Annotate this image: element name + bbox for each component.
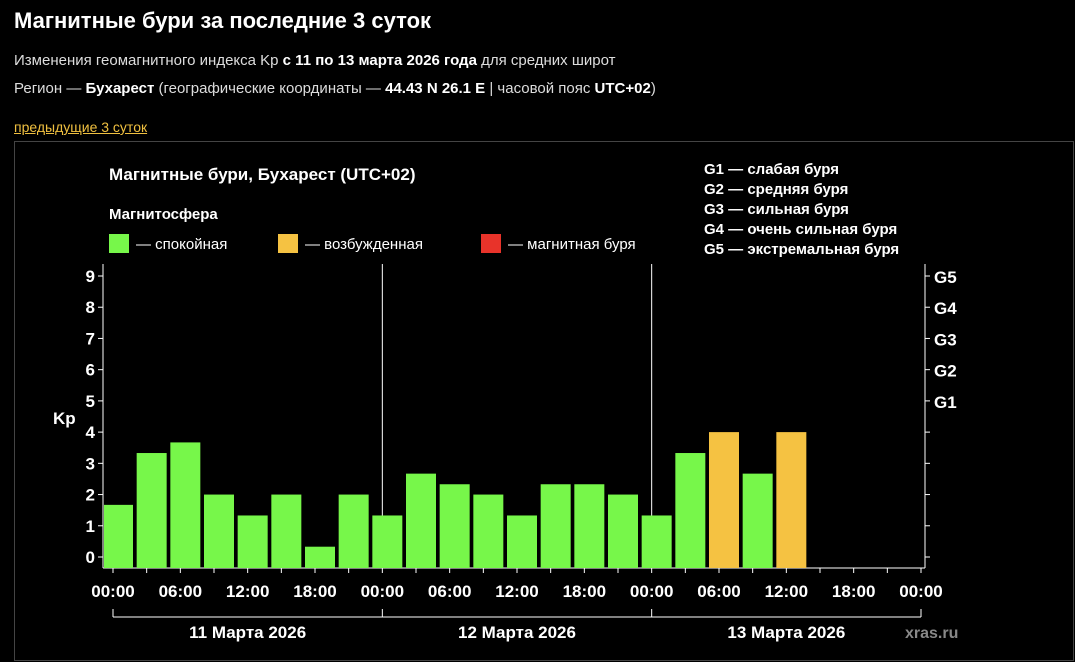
- y-tick-label: 2: [86, 486, 95, 505]
- x-tick-label: 12:00: [765, 582, 808, 601]
- kp-bar: [406, 473, 436, 568]
- kp-bar: [104, 504, 133, 568]
- y-tick-label: 6: [86, 361, 95, 380]
- kp-bar: [675, 453, 706, 568]
- x-tick-label: 18:00: [832, 582, 875, 601]
- x-tick-label: 06:00: [428, 582, 471, 601]
- kp-bar: [742, 473, 773, 568]
- chart-frame: [14, 141, 1074, 661]
- legend-label: — спокойная: [136, 236, 227, 253]
- legend-title: Магнитосфера: [109, 206, 218, 223]
- y-tick-label: 0: [86, 548, 95, 567]
- y-tick-label: 4: [86, 423, 96, 442]
- kp-bar: [507, 515, 537, 568]
- kp-bar: [372, 515, 403, 568]
- kp-bar: [305, 546, 335, 568]
- y-tick-label: 9: [86, 267, 95, 286]
- x-tick-label: 06:00: [159, 582, 202, 601]
- x-tick-label: 06:00: [697, 582, 740, 601]
- y-tick-label: 1: [86, 517, 95, 536]
- storm-level-label: G2: [934, 362, 957, 381]
- storm-level-label: G5: [934, 268, 957, 287]
- day-label: 12 Марта 2026: [458, 623, 576, 642]
- legend-swatch: [481, 234, 501, 253]
- x-tick-label: 00:00: [361, 582, 404, 601]
- y-tick-label: 8: [86, 298, 95, 317]
- coordinates: 44.43 N 26.1 E: [385, 80, 486, 97]
- timezone: UTC+02: [594, 80, 651, 97]
- subtitle-text: для средних широт: [476, 52, 616, 69]
- y-tick-label: 7: [86, 329, 95, 348]
- date-range: с 11 по 13 марта 2026 года: [282, 52, 477, 69]
- y-tick-label: 3: [86, 454, 95, 473]
- chart-title: Магнитные бури, Бухарест (UTC+02): [109, 165, 415, 184]
- kp-bar: [641, 515, 672, 568]
- legend-label: — магнитная буря: [508, 236, 636, 253]
- storm-legend-item: G4 — очень сильная буря: [704, 221, 897, 238]
- x-tick-label: 00:00: [91, 582, 134, 601]
- page-title: Магнитные бури за последние 3 суток: [14, 8, 432, 33]
- kp-bar: [204, 494, 234, 568]
- x-tick-label: 00:00: [630, 582, 673, 601]
- storm-level-label: G3: [934, 330, 957, 349]
- legend-label: — возбужденная: [305, 236, 423, 253]
- region-line: Регион — Бухарест (географические коорди…: [14, 80, 656, 97]
- kp-bar: [574, 484, 605, 568]
- x-tick-label: 18:00: [293, 582, 336, 601]
- x-tick-label: 12:00: [495, 582, 538, 601]
- kp-bar: [237, 515, 268, 568]
- previous-3-days-link[interactable]: предыдущие 3 суток: [14, 119, 148, 135]
- legend-swatch: [109, 234, 129, 253]
- kp-bar: [338, 494, 369, 568]
- kp-bar: [709, 432, 739, 568]
- kp-bar: [776, 432, 807, 568]
- region-text: (географические координаты —: [154, 80, 386, 97]
- kp-bar: [608, 494, 638, 568]
- region-name: Бухарест: [85, 80, 155, 97]
- kp-bar: [540, 484, 571, 568]
- x-tick-label: 00:00: [899, 582, 942, 601]
- kp-bar: [136, 453, 167, 568]
- kp-bar: [473, 494, 504, 568]
- region-text: Регион —: [14, 80, 86, 97]
- region-text: ): [650, 80, 656, 97]
- legend-swatch: [278, 234, 298, 253]
- x-tick-label: 18:00: [563, 582, 606, 601]
- subtitle-text: Изменения геомагнитного индекса Kp: [14, 52, 283, 69]
- watermark: xras.ru: [905, 625, 958, 642]
- y-tick-label: 5: [86, 392, 95, 411]
- storm-legend-item: G5 — экстремальная буря: [704, 241, 899, 258]
- subtitle: Изменения геомагнитного индекса Kp с 11 …: [14, 52, 615, 69]
- y-axis-label: Kp: [53, 409, 76, 428]
- day-label: 13 Марта 2026: [727, 623, 845, 642]
- region-text: | часовой пояс: [485, 80, 595, 97]
- kp-bar: [170, 442, 201, 568]
- storm-legend-item: G1 — слабая буря: [704, 161, 839, 178]
- storm-legend-item: G3 — сильная буря: [704, 201, 849, 218]
- day-label: 11 Марта 2026: [189, 623, 306, 642]
- storm-legend-item: G2 — средняя буря: [704, 181, 848, 198]
- x-tick-label: 12:00: [226, 582, 269, 601]
- storm-level-label: G4: [934, 299, 957, 318]
- storm-level-label: G1: [934, 393, 957, 412]
- kp-bar: [271, 494, 302, 568]
- kp-bar: [439, 484, 470, 568]
